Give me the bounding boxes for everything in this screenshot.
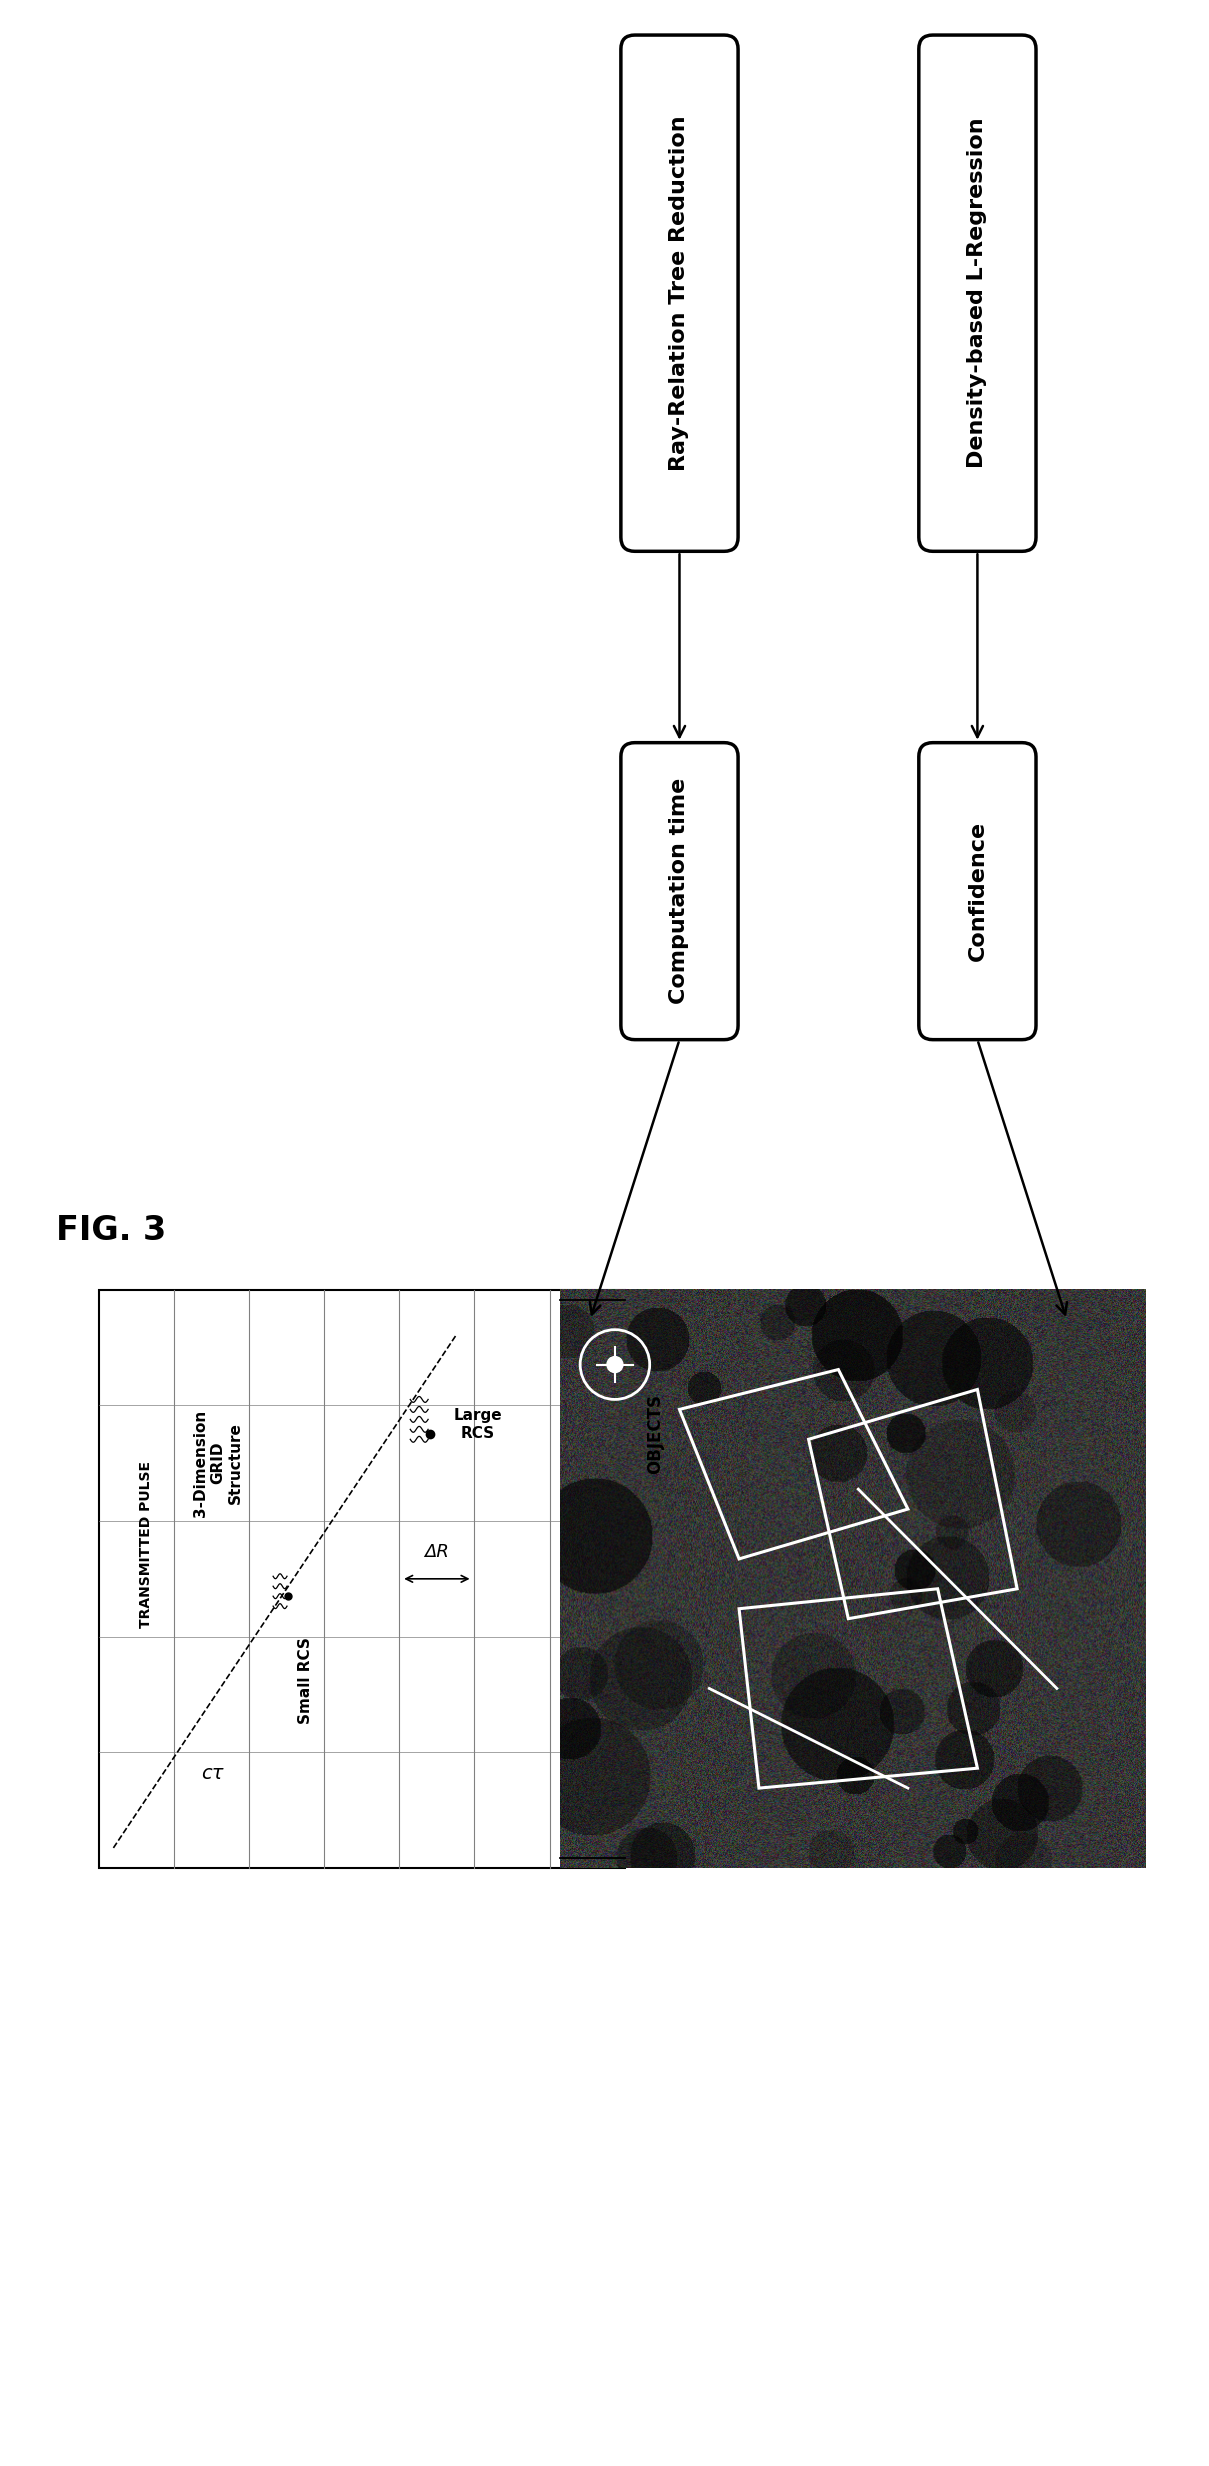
Text: 3-Dimension
GRID
Structure: 3-Dimension GRID Structure — [192, 1411, 243, 1517]
FancyBboxPatch shape — [621, 742, 737, 1041]
Text: ΔR: ΔR — [424, 1544, 450, 1561]
FancyBboxPatch shape — [621, 35, 737, 552]
Text: Large
RCS: Large RCS — [453, 1408, 502, 1440]
Circle shape — [607, 1356, 623, 1374]
Text: Density-based L-Regression: Density-based L-Regression — [967, 118, 988, 469]
Text: Confidence: Confidence — [967, 821, 988, 962]
Text: Computation time: Computation time — [670, 779, 689, 1004]
Text: FIG. 3: FIG. 3 — [56, 1213, 166, 1245]
FancyBboxPatch shape — [919, 35, 1036, 552]
Bar — [98, 1290, 625, 1867]
Text: Ray-Relation Tree Reduction: Ray-Relation Tree Reduction — [670, 116, 689, 471]
Text: cτ: cτ — [202, 1763, 224, 1783]
Text: TRANSMITTED PULSE: TRANSMITTED PULSE — [139, 1460, 154, 1628]
FancyBboxPatch shape — [919, 742, 1036, 1041]
Text: OBJECTS: OBJECTS — [646, 1393, 664, 1475]
Text: Small RCS: Small RCS — [299, 1637, 313, 1724]
